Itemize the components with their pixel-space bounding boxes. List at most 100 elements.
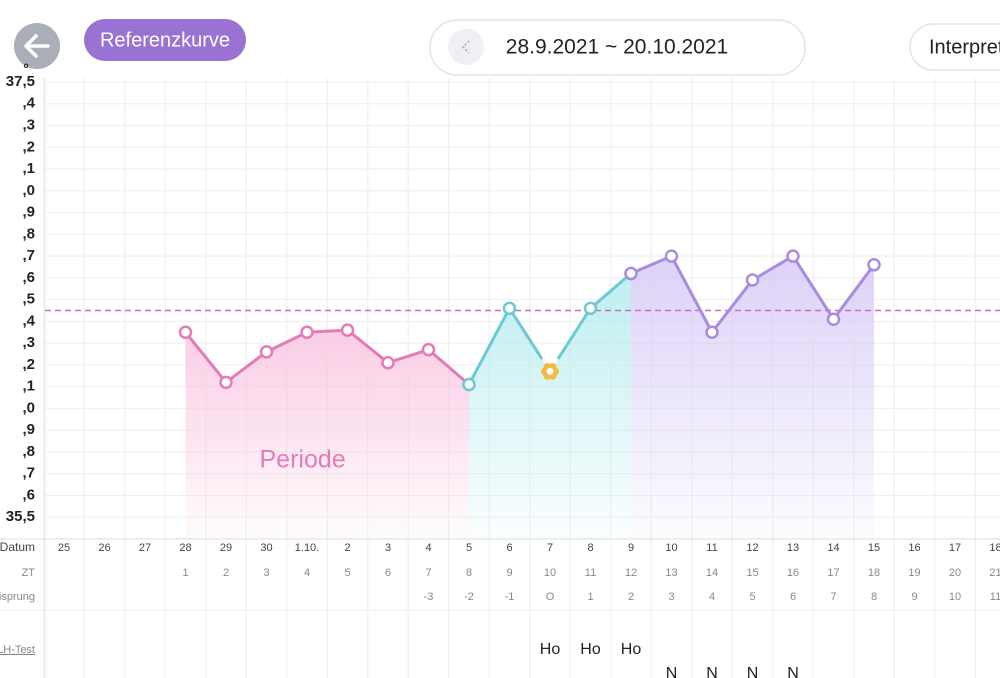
- temperature-line: [629, 254, 876, 334]
- date-label: 25: [58, 542, 70, 554]
- date-pill: [429, 19, 806, 76]
- date-label: 16: [908, 542, 920, 554]
- row-value: 7: [830, 591, 836, 603]
- y-tick-label: ,1: [22, 378, 35, 395]
- row-value: 10: [949, 591, 961, 603]
- y-tick-label: ,6: [22, 269, 35, 286]
- data-point: [786, 249, 800, 263]
- flower-center: [546, 367, 554, 375]
- data-point: [664, 249, 679, 263]
- data-point: [745, 273, 760, 287]
- y-tick-label: ,1: [22, 160, 35, 177]
- y-tick-label: ,0: [22, 399, 35, 416]
- row-value: 1: [182, 567, 188, 579]
- data-point: [421, 342, 436, 357]
- row-value: 8: [466, 567, 472, 579]
- row-value: 13: [665, 567, 677, 579]
- row-value: 16: [787, 567, 799, 579]
- y-unit: °: [23, 61, 29, 77]
- y-tick-label: ,4: [22, 95, 35, 112]
- data-point: [705, 325, 719, 340]
- row-value: 6: [790, 591, 796, 603]
- area: [631, 256, 874, 539]
- row-value: 19: [908, 567, 920, 579]
- row-value: 1: [587, 591, 593, 603]
- date-label: 2: [344, 542, 350, 554]
- date-label: 4: [425, 542, 431, 554]
- badge-bg: [84, 19, 246, 61]
- y-tick-label: ,2: [22, 138, 35, 155]
- y-tick-label: ,7: [22, 465, 35, 482]
- row-label: LH-Test: [0, 644, 35, 656]
- data-point: [300, 325, 314, 340]
- row-value: 11: [585, 567, 596, 579]
- test-label: N: [787, 665, 799, 678]
- y-tick-label: ,4: [22, 312, 35, 329]
- reference-button[interactable]: Referenzkurve: [84, 19, 246, 61]
- y-tick-label: ,3: [22, 116, 35, 133]
- row-label: Eisprung: [0, 591, 35, 603]
- data-point: [340, 323, 355, 337]
- badge-text: Referenzkurve: [100, 29, 230, 51]
- phase-label: Periode: [260, 446, 346, 474]
- y-tick-label: ,9: [22, 204, 35, 221]
- date-label: 9: [628, 542, 634, 554]
- row-value: 12: [625, 567, 637, 579]
- data-point: [867, 258, 881, 272]
- row-value: 2: [223, 567, 229, 579]
- date-label: 11: [706, 542, 717, 554]
- row-value: 9: [506, 567, 512, 579]
- row-value: -3: [424, 591, 434, 603]
- date-label: 26: [98, 542, 110, 554]
- data-point: [502, 301, 517, 316]
- row-value: 15: [746, 567, 758, 579]
- test-label: Ho: [621, 641, 642, 658]
- interpret-text: Interpretation: [929, 36, 1000, 58]
- data-point: [219, 375, 233, 390]
- y-tick-label: ,5: [22, 291, 35, 308]
- interpret-pill: [909, 23, 1000, 71]
- date-label: 12: [746, 542, 758, 554]
- y-tick-label: ,8: [22, 443, 35, 460]
- chart: 37,5 ,4 ,3 ,2 ,1 ,0 ,9 ,8 ,7 ,6 ,5 ,4 ,3 ,2 ,1 ,0 ,9 ,8 ,7…: [0, 73, 1000, 678]
- date-label: 17: [949, 542, 961, 554]
- data-point: [462, 377, 476, 392]
- row-value: 20: [949, 567, 961, 579]
- date-label: 8: [587, 542, 593, 554]
- row-value: 17: [827, 567, 839, 579]
- test-label: N: [706, 665, 718, 678]
- back-button[interactable]: [14, 23, 60, 69]
- interpret-button[interactable]: Interpretation: [909, 23, 1000, 71]
- row-value: O: [546, 591, 555, 603]
- row-label: ZT: [22, 567, 36, 579]
- data-point: [583, 301, 598, 316]
- date-label: 27: [139, 542, 151, 554]
- row-value: -1: [505, 591, 515, 603]
- test-label: Ho: [580, 641, 601, 658]
- row-value: 4: [709, 591, 715, 603]
- date-label: 10: [665, 542, 677, 554]
- date-label: 18: [989, 542, 1000, 554]
- area: [185, 330, 469, 539]
- row-value: 3: [263, 567, 269, 579]
- y-tick-label: ,3: [22, 334, 35, 351]
- row-value: 18: [868, 567, 880, 579]
- data-point: [381, 355, 395, 370]
- y-tick-label: ,7: [22, 247, 35, 264]
- y-tick-label: ,8: [22, 225, 35, 242]
- date-label: 7: [547, 542, 553, 554]
- date-picker[interactable]: 28.9.2021 ~ 20.10.2021: [429, 19, 806, 76]
- date-label: 30: [260, 542, 272, 554]
- y-tick-label: 37,5: [6, 73, 35, 90]
- ovulation-marker: [541, 363, 559, 380]
- data-point: [259, 345, 274, 359]
- y-tick-label: ,9: [22, 421, 35, 438]
- row-value: 14: [706, 567, 718, 579]
- date-label: 15: [868, 542, 880, 554]
- row-value: 3: [668, 591, 674, 603]
- date-label: 5: [466, 542, 472, 554]
- row-value: 6: [385, 567, 391, 579]
- y-tick-label: ,0: [22, 182, 35, 199]
